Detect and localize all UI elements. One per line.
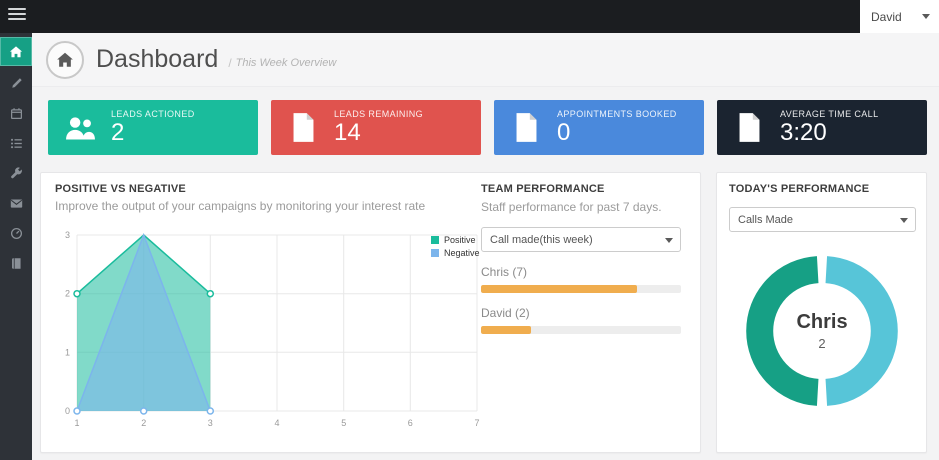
stat-card-label: LEADS ACTIONED — [111, 108, 195, 119]
file-icon — [731, 112, 767, 143]
team-performance-section: TEAM PERFORMANCE Staff performance for p… — [481, 183, 687, 334]
svg-text:5: 5 — [341, 418, 346, 428]
svg-text:6: 6 — [408, 418, 413, 428]
stat-card-text: LEADS REMAINING 14 — [334, 109, 423, 146]
progress-bar-fill — [481, 285, 637, 293]
sidebar-item-dashboard[interactable] — [0, 218, 32, 248]
stat-card-value: 14 — [334, 118, 361, 146]
progress-bar-fill — [481, 326, 531, 334]
stat-card-value: 3:20 — [780, 118, 827, 146]
chevron-down-icon — [922, 14, 930, 19]
svg-text:1: 1 — [74, 418, 79, 428]
file-icon — [508, 112, 544, 143]
sidebar-item-tools[interactable] — [0, 158, 32, 188]
page-header: Dashboard / This Week Overview — [32, 33, 939, 87]
today-filter-value: Calls Made — [738, 213, 794, 226]
menu-toggle-button[interactable] — [8, 8, 26, 24]
chart-panel-title: POSITIVE VS NEGATIVE — [55, 183, 186, 195]
chart-panel-subtitle: Improve the output of your campaigns by … — [55, 199, 426, 213]
stat-card-value: 0 — [557, 118, 571, 146]
gauge-icon — [10, 227, 22, 239]
svg-text:3: 3 — [65, 230, 70, 240]
mail-icon — [10, 198, 22, 208]
dashboard-home-badge — [46, 40, 84, 79]
stat-card-value: 2 — [111, 118, 125, 146]
sidebar-item-list[interactable] — [0, 128, 32, 158]
sidebar-item-mail[interactable] — [0, 188, 32, 218]
today-filter-select[interactable]: Calls Made — [729, 207, 916, 232]
chart-legend: Positive Negative — [431, 235, 480, 261]
positive-negative-panel: POSITIVE VS NEGATIVE Improve the output … — [40, 172, 701, 453]
stat-card-text: APPOINTMENTS BOOKED 0 — [557, 109, 677, 146]
stat-card-label: AVERAGE TIME CALL — [780, 108, 879, 119]
progress-bar-chris — [481, 285, 681, 293]
topbar: David — [0, 0, 939, 33]
wrench-icon — [10, 166, 22, 178]
breadcrumb: This Week Overview — [235, 56, 337, 69]
file-icon — [285, 112, 321, 143]
svg-text:2: 2 — [65, 289, 70, 299]
svg-text:3: 3 — [208, 418, 213, 428]
svg-text:1: 1 — [65, 347, 70, 357]
legend-swatch — [431, 249, 439, 257]
sidebar-item-edit[interactable] — [0, 68, 32, 98]
stat-cards-row: LEADS ACTIONED 2 LEADS REMAINING 14 APPO… — [48, 100, 927, 155]
stat-card-leads-remaining: LEADS REMAINING 14 — [271, 100, 481, 155]
stat-card-text: AVERAGE TIME CALL 3:20 — [780, 109, 879, 146]
stat-card-appointments-booked: APPOINTMENTS BOOKED 0 — [494, 100, 704, 155]
sidebar-item-calendar[interactable] — [0, 98, 32, 128]
breadcrumb-separator: / — [228, 55, 232, 70]
donut-chart — [746, 256, 898, 406]
calendar-icon — [10, 107, 22, 119]
home-icon — [57, 52, 73, 67]
svg-text:4: 4 — [274, 418, 279, 428]
team-panel-subtitle: Staff performance for past 7 days. — [481, 200, 662, 214]
legend-item-negative[interactable]: Negative — [431, 248, 480, 258]
stat-card-label: LEADS REMAINING — [334, 108, 424, 119]
chevron-down-icon — [900, 218, 908, 223]
edit-pencil-icon — [11, 77, 22, 88]
home-icon — [9, 45, 23, 57]
member-label-david: David (2) — [481, 306, 530, 320]
users-icon — [62, 113, 98, 143]
list-icon — [10, 138, 22, 148]
legend-item-positive[interactable]: Positive — [431, 235, 480, 245]
today-panel-title: TODAY'S PERFORMANCE — [729, 183, 870, 195]
chevron-down-icon — [665, 238, 673, 243]
svg-text:0: 0 — [65, 406, 70, 416]
svg-text:2: 2 — [141, 418, 146, 428]
sidebar-item-home[interactable] — [0, 37, 32, 66]
progress-bar-david — [481, 326, 681, 334]
user-menu[interactable]: David — [860, 0, 939, 33]
legend-swatch — [431, 236, 439, 244]
legend-label: Positive — [444, 235, 476, 245]
stat-card-text: LEADS ACTIONED 2 — [111, 109, 195, 146]
address-book-icon — [11, 257, 21, 269]
sidebar-item-contacts[interactable] — [0, 248, 32, 278]
team-panel-title: TEAM PERFORMANCE — [481, 183, 605, 195]
page-title: Dashboard — [96, 45, 219, 73]
svg-text:7: 7 — [474, 418, 479, 428]
member-label-chris: Chris (7) — [481, 265, 528, 279]
todays-performance-panel: TODAY'S PERFORMANCE Calls Made Chris 2 — [716, 172, 927, 453]
team-filter-value: Call made(this week) — [490, 233, 593, 246]
stat-card-average-time-call: AVERAGE TIME CALL 3:20 — [717, 100, 927, 155]
stat-card-leads-actioned: LEADS ACTIONED 2 — [48, 100, 258, 155]
user-name: David — [871, 9, 902, 24]
legend-label: Negative — [444, 248, 480, 258]
team-filter-select[interactable]: Call made(this week) — [481, 227, 681, 252]
sidebar — [0, 33, 32, 460]
stat-card-label: APPOINTMENTS BOOKED — [557, 108, 677, 119]
